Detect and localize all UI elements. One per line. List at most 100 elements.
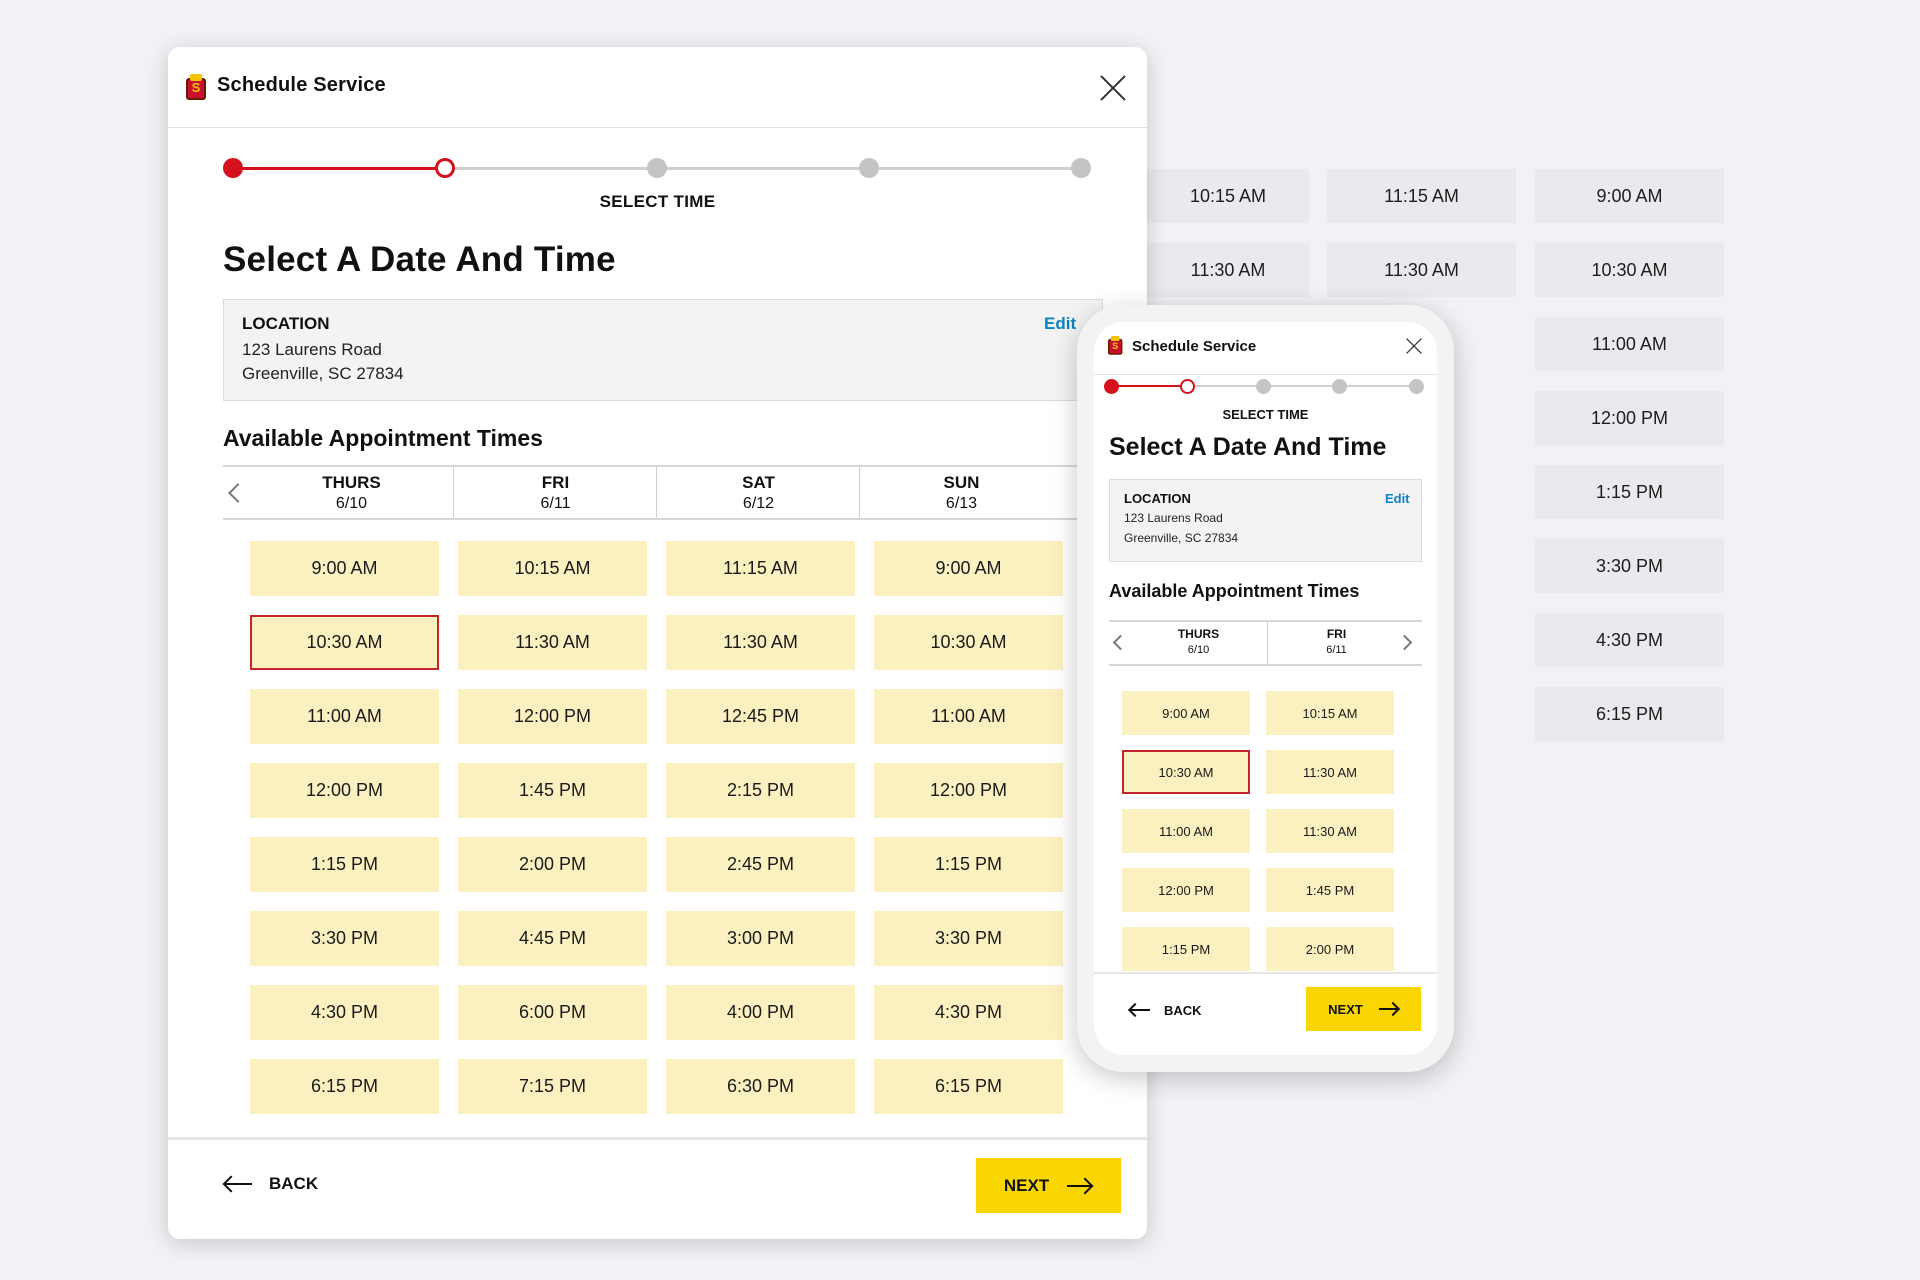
mobile-next-button[interactable]: NEXT [1306,987,1421,1031]
step-connector [1339,385,1416,387]
time-slot[interactable]: 4:00 PM [666,985,855,1040]
back-label: BACK [269,1174,319,1193]
time-slot[interactable]: 10:15 AM [458,541,647,596]
step-current-dot [435,158,455,178]
mobile-available-times-heading: Available Appointment Times [1109,581,1360,601]
time-slot[interactable]: 6:00 PM [458,985,647,1040]
step-pending-dot [1408,378,1424,394]
time-slot[interactable]: 11:30 AM [1266,809,1394,853]
day-date: 6/10 [1187,644,1210,656]
time-slot[interactable]: 2:15 PM [666,763,855,818]
step-connector [869,166,1081,170]
time-slot[interactable]: 12:00 PM [1122,868,1250,912]
day-name: SUN [943,473,980,492]
chevron-left-icon[interactable] [228,483,248,503]
background-time-slot: 11:00 AM [1535,317,1724,371]
step-pending-dot [1256,378,1271,394]
time-slot[interactable]: 4:30 PM [874,985,1063,1040]
time-slot[interactable]: 6:15 PM [874,1059,1063,1114]
day-date: 6/11 [540,495,571,512]
time-slot[interactable]: 11:15 AM [666,541,855,596]
location-label: LOCATION [242,314,330,333]
chevron-left-icon[interactable] [1112,634,1129,651]
time-slot[interactable]: 11:00 AM [874,689,1063,744]
time-slot-selected[interactable]: 10:30 AM [250,615,439,670]
mobile-header: S Schedule Service [1094,322,1437,375]
time-slot[interactable]: 1:15 PM [250,837,439,892]
time-slot[interactable]: 11:30 AM [458,615,647,670]
time-slot[interactable]: 10:30 AM [874,615,1063,670]
time-slot-selected[interactable]: 10:30 AM [1122,750,1250,794]
step-pending-dot [859,158,879,178]
step-pending-dot [1332,378,1348,394]
background-time-slot: 11:15 AM [1327,169,1516,223]
day-tab-sun[interactable]: SUN 6/13 [859,467,1063,518]
arrow-left-icon [1127,1002,1150,1018]
step-pending-dot [1071,158,1091,178]
time-slot[interactable]: 11:30 AM [1266,750,1394,794]
back-button[interactable]: BACK [222,1174,319,1194]
day-date: 6/13 [945,495,978,512]
time-slot[interactable]: 3:30 PM [250,911,439,966]
background-time-slot: 4:30 PM [1535,613,1724,667]
day-name: SAT [742,473,775,492]
background-time-slot: 11:30 AM [1147,243,1309,297]
day-date: 6/10 [335,495,368,512]
time-slot[interactable]: 2:00 PM [458,837,647,892]
time-slot[interactable]: 1:15 PM [874,837,1063,892]
mobile-next-label: NEXT [1328,1001,1363,1017]
arrow-left-icon [222,1174,253,1194]
time-slot[interactable]: 6:15 PM [250,1059,439,1114]
time-slot[interactable]: 12:45 PM [666,689,855,744]
time-slot[interactable]: 3:30 PM [874,911,1063,966]
step-current-dot [1179,378,1195,394]
step-connector [657,166,869,170]
time-slot[interactable]: 3:00 PM [666,911,855,966]
next-button[interactable]: NEXT [976,1158,1121,1213]
time-slot[interactable]: 4:45 PM [458,911,647,966]
background-time-slot: 12:00 PM [1535,391,1724,445]
day-tab-thurs[interactable]: THURS 6/10 [250,467,453,518]
mobile-back-button[interactable]: BACK [1127,1002,1202,1018]
background-time-slot: 6:15 PM [1535,687,1724,741]
day-tab-fri[interactable]: FRI 6/11 [453,467,657,518]
time-slot[interactable]: 6:30 PM [666,1059,855,1114]
location-address-line2: Greenville, SC 27834 [242,364,404,383]
time-slot[interactable]: 12:00 PM [458,689,647,744]
time-slot[interactable]: 11:00 AM [250,689,439,744]
step-connector [1111,385,1188,387]
time-slot[interactable]: 4:30 PM [250,985,439,1040]
close-icon[interactable] [1098,73,1128,103]
time-slot[interactable]: 2:00 PM [1266,927,1394,971]
time-slot[interactable]: 7:15 PM [458,1059,647,1114]
mobile-location-box: LOCATION 123 Laurens Road Greenville, SC… [1109,479,1422,562]
time-slot[interactable]: 10:15 AM [1266,691,1394,735]
time-slot[interactable]: 9:00 AM [874,541,1063,596]
day-tab-fri[interactable]: FRI 6/11 [1267,622,1405,664]
time-slot[interactable]: 1:45 PM [458,763,647,818]
step-complete-dot [223,158,243,178]
day-selector: THURS 6/10 FRI 6/11 SAT 6/12 SUN 6/13 [223,465,1147,520]
day-tab-sat[interactable]: SAT 6/12 [656,467,860,518]
mobile-edit-location-link[interactable]: Edit [1385,491,1410,506]
available-times-heading: Available Appointment Times [223,425,543,451]
mobile-day-selector: THURS 6/10 FRI 6/11 [1109,620,1422,666]
close-icon[interactable] [1408,340,1420,352]
mobile-title: Schedule Service [1132,338,1257,355]
time-slot[interactable]: 1:15 PM [1122,927,1250,971]
time-slot[interactable]: 12:00 PM [250,763,439,818]
time-slot[interactable]: 9:00 AM [250,541,439,596]
time-slot[interactable]: 2:45 PM [666,837,855,892]
time-slot[interactable]: 12:00 PM [874,763,1063,818]
step-connector [445,166,657,170]
edit-location-link[interactable]: Edit [1044,314,1077,333]
time-slot[interactable]: 11:30 AM [666,615,855,670]
time-slot[interactable]: 11:00 AM [1122,809,1250,853]
modal-footer: BACK NEXT [168,1137,1147,1239]
day-tab-thurs[interactable]: THURS 6/10 [1130,622,1267,664]
time-slot[interactable]: 9:00 AM [1122,691,1250,735]
step-connector [1263,385,1340,387]
background-time-slot: 11:30 AM [1327,243,1516,297]
time-slot[interactable]: 1:45 PM [1266,868,1394,912]
phone-mockup: S Schedule Service SELECT TIME Select A … [1077,305,1454,1072]
